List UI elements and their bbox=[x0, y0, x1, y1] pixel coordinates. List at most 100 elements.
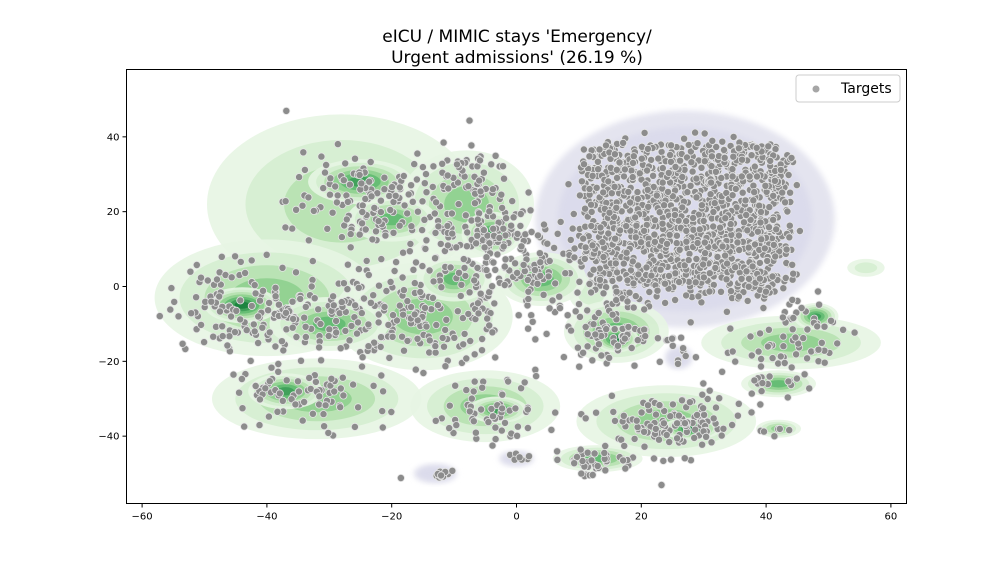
data-point bbox=[633, 336, 642, 345]
data-point bbox=[369, 381, 378, 390]
data-point bbox=[547, 425, 556, 434]
data-point bbox=[502, 214, 511, 223]
data-point bbox=[573, 343, 582, 352]
data-point bbox=[527, 311, 536, 320]
data-point bbox=[769, 240, 778, 249]
data-point bbox=[366, 298, 375, 307]
data-point bbox=[364, 270, 373, 279]
data-point bbox=[610, 325, 619, 334]
data-point bbox=[364, 342, 373, 351]
data-point bbox=[681, 351, 690, 360]
data-point bbox=[458, 314, 467, 323]
data-point bbox=[247, 256, 256, 265]
data-point bbox=[746, 332, 755, 341]
data-point bbox=[707, 438, 716, 447]
data-point bbox=[665, 437, 674, 446]
data-point bbox=[702, 432, 711, 441]
data-point bbox=[332, 316, 341, 325]
data-point bbox=[354, 283, 363, 292]
data-point bbox=[770, 176, 779, 185]
data-point bbox=[526, 206, 535, 215]
data-point bbox=[155, 312, 164, 321]
data-point bbox=[772, 225, 781, 234]
data-point bbox=[459, 255, 468, 264]
data-point bbox=[225, 332, 234, 341]
data-point bbox=[483, 314, 492, 323]
data-point bbox=[498, 162, 507, 171]
data-point bbox=[752, 143, 761, 152]
data-point bbox=[288, 297, 297, 306]
data-point bbox=[472, 239, 481, 248]
data-point bbox=[332, 198, 341, 207]
data-point bbox=[166, 305, 175, 314]
data-point bbox=[357, 362, 366, 371]
data-point bbox=[274, 367, 283, 376]
data-point bbox=[319, 410, 328, 419]
data-point bbox=[513, 229, 522, 238]
data-point bbox=[462, 354, 471, 363]
data-point bbox=[666, 150, 675, 159]
data-point bbox=[346, 243, 355, 252]
data-point bbox=[395, 183, 404, 192]
data-point bbox=[345, 180, 354, 189]
data-point bbox=[718, 367, 727, 376]
data-point bbox=[792, 181, 801, 190]
data-point bbox=[567, 326, 576, 335]
data-point bbox=[757, 207, 766, 216]
data-point bbox=[307, 282, 316, 291]
x-tick-label: 20 bbox=[635, 512, 648, 523]
data-point bbox=[577, 469, 586, 478]
data-point bbox=[623, 297, 632, 306]
data-point bbox=[531, 335, 540, 344]
data-point bbox=[742, 267, 751, 276]
data-point bbox=[722, 307, 731, 316]
data-point bbox=[670, 210, 679, 219]
data-point bbox=[281, 223, 290, 232]
data-point bbox=[679, 344, 688, 353]
data-point bbox=[346, 230, 355, 239]
data-point bbox=[473, 299, 482, 308]
data-point bbox=[619, 456, 628, 465]
data-point bbox=[524, 324, 533, 333]
data-point bbox=[453, 178, 462, 187]
data-point bbox=[692, 174, 701, 183]
data-point bbox=[734, 144, 743, 153]
data-point bbox=[594, 165, 603, 174]
data-point bbox=[729, 152, 738, 161]
data-point bbox=[722, 275, 731, 284]
data-point bbox=[676, 156, 685, 165]
data-point bbox=[460, 329, 469, 338]
data-point bbox=[387, 407, 396, 416]
data-point bbox=[305, 373, 314, 382]
data-point bbox=[311, 377, 320, 386]
data-point bbox=[754, 347, 763, 356]
data-point bbox=[757, 362, 766, 371]
data-point bbox=[315, 343, 324, 352]
data-point bbox=[501, 255, 510, 264]
data-point bbox=[678, 396, 687, 405]
data-point bbox=[727, 287, 736, 296]
data-point bbox=[237, 374, 246, 383]
data-point bbox=[556, 217, 565, 226]
data-point bbox=[689, 213, 698, 222]
data-point bbox=[451, 381, 460, 390]
data-point bbox=[766, 156, 775, 165]
data-point bbox=[605, 353, 614, 362]
data-point bbox=[265, 328, 274, 337]
data-point bbox=[421, 170, 430, 179]
data-point bbox=[364, 320, 373, 329]
data-point bbox=[530, 265, 539, 274]
data-point bbox=[719, 424, 728, 433]
data-point bbox=[592, 183, 601, 192]
data-point bbox=[513, 431, 522, 440]
data-point bbox=[659, 419, 668, 428]
data-point bbox=[343, 197, 352, 206]
data-point bbox=[576, 445, 585, 454]
data-point bbox=[491, 353, 500, 362]
data-point bbox=[611, 259, 620, 268]
data-point bbox=[550, 243, 559, 252]
data-point bbox=[398, 332, 407, 341]
data-point bbox=[768, 354, 777, 363]
data-point bbox=[479, 226, 488, 235]
data-point bbox=[643, 166, 652, 175]
